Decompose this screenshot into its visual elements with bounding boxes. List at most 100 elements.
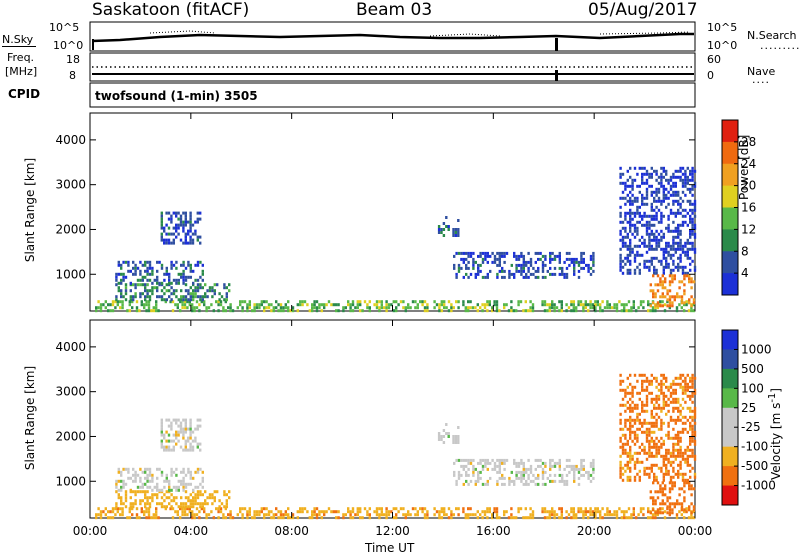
- heatmap-cell: [608, 306, 611, 310]
- heatmap-cell: [479, 254, 482, 258]
- heatmap-cell: [662, 247, 665, 251]
- heatmap-cell: [204, 502, 207, 506]
- heatmap-cell: [656, 511, 660, 515]
- heatmap-cell: [187, 467, 190, 471]
- heatmap-cell: [126, 309, 129, 313]
- heatmap-cell: [520, 479, 523, 483]
- heatmap-cell: [683, 510, 686, 514]
- power-cells: [95, 166, 697, 313]
- heatmap-cell: [323, 303, 326, 307]
- heatmap-cell: [677, 454, 680, 458]
- heatmap-cell: [541, 303, 544, 307]
- heatmap-cell: [217, 516, 220, 520]
- heatmap-cell: [645, 187, 649, 191]
- heatmap-cell: [134, 493, 137, 497]
- heatmap-cell: [414, 306, 417, 310]
- heatmap-cell: [650, 469, 653, 473]
- heatmap-cell: [619, 463, 622, 467]
- heatmap-cell: [129, 281, 132, 285]
- heatmap-cell: [366, 510, 369, 514]
- heatmap-cell: [153, 485, 156, 489]
- heatmap-cell: [481, 309, 484, 313]
- heatmap-cell: [693, 268, 697, 272]
- heatmap-cell: [423, 300, 427, 304]
- heatmap-cell: [263, 507, 266, 511]
- heatmap-cell: [457, 513, 460, 517]
- heatmap-cell: [691, 172, 694, 176]
- heatmap-cell: [689, 469, 692, 473]
- heatmap-cell: [693, 232, 697, 236]
- heatmap-cell: [156, 488, 159, 492]
- heatmap-cell: [684, 448, 687, 452]
- heatmap-cell: [691, 187, 694, 191]
- heatmap-cell: [575, 257, 578, 261]
- heatmap-cell: [157, 309, 160, 313]
- heatmap-cell: [558, 467, 561, 471]
- heatmap-cell: [184, 214, 187, 218]
- heatmap-cell: [686, 181, 689, 185]
- heatmap-cell: [626, 184, 629, 188]
- heatmap-cell: [510, 309, 513, 313]
- heatmap-cell: [573, 464, 576, 468]
- heatmap-cell: [440, 309, 443, 313]
- heatmap-cell: [650, 415, 653, 419]
- heatmap-cell: [652, 502, 655, 506]
- heatmap-cell: [472, 263, 475, 267]
- heatmap-cell: [633, 406, 637, 410]
- heatmap-cell: [689, 394, 692, 398]
- y-tick-label: 4000: [55, 340, 86, 354]
- heatmap-cell: [167, 226, 171, 230]
- heatmap-cell: [641, 199, 644, 203]
- heatmap-cell: [681, 373, 685, 377]
- heatmap-cell: [693, 169, 697, 173]
- heatmap-cell: [175, 430, 178, 434]
- heatmap-cell: [685, 481, 688, 485]
- heatmap-cell: [683, 274, 686, 278]
- heatmap-cell: [188, 507, 191, 511]
- heatmap-cell: [661, 502, 664, 506]
- heatmap-cell: [115, 298, 118, 302]
- heatmap-cell: [667, 178, 670, 182]
- heatmap-cell: [124, 496, 128, 500]
- heatmap-cell: [265, 507, 268, 511]
- heatmap-cell: [426, 306, 429, 310]
- heatmap-cell: [493, 510, 496, 514]
- heatmap-cell: [181, 513, 184, 517]
- heatmap-cell: [165, 298, 168, 302]
- heatmap-cell: [645, 466, 649, 470]
- heatmap-cell: [563, 482, 566, 486]
- heatmap-cell: [615, 303, 619, 307]
- heatmap-cell: [525, 272, 528, 276]
- heatmap-cell: [496, 464, 499, 468]
- heatmap-cell: [409, 513, 412, 517]
- heatmap-cell: [104, 306, 107, 310]
- heatmap-cell: [638, 190, 641, 194]
- heatmap-cell: [215, 300, 218, 304]
- heatmap-cell: [199, 490, 202, 494]
- heatmap-cell: [213, 499, 216, 503]
- heatmap-cell: [454, 228, 458, 231]
- heatmap-cell: [260, 510, 263, 514]
- heatmap-cell: [631, 406, 634, 410]
- heatmap-cell: [645, 439, 649, 443]
- heatmap-cell: [631, 418, 634, 422]
- heatmap-cell: [184, 238, 187, 242]
- heatmap-cell: [651, 516, 655, 520]
- heatmap-cell: [124, 467, 128, 471]
- heatmap-cell: [665, 244, 668, 248]
- heatmap-cell: [626, 406, 629, 410]
- heatmap-cell: [655, 238, 658, 242]
- heatmap-cell: [669, 211, 673, 215]
- heatmap-cell: [549, 254, 552, 258]
- heatmap-cell: [687, 309, 691, 313]
- heatmap-cell: [170, 241, 173, 245]
- heatmap-cell: [633, 271, 637, 275]
- heatmap-cell: [551, 513, 554, 517]
- heatmap-cell: [636, 439, 639, 443]
- date-title: 05/Aug/2017: [588, 0, 698, 20]
- heatmap-cell: [636, 436, 639, 440]
- heatmap-cell: [638, 397, 641, 401]
- heatmap-cell: [397, 510, 400, 514]
- heatmap-cell: [667, 250, 670, 254]
- heatmap-cell: [189, 470, 192, 474]
